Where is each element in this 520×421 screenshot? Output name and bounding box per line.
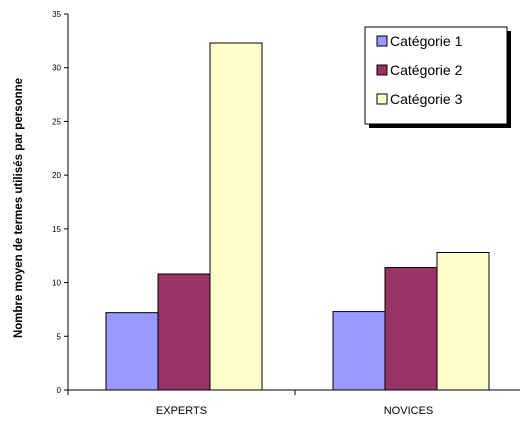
bars-layer (105, 42, 490, 391)
legend-label: Catégorie 3 (390, 91, 463, 107)
y-axis-label: Nombre moyen de termes utilisés par pers… (13, 78, 25, 338)
bar-experts-series-1 (105, 312, 159, 391)
y-axis-ticks: 0 5 10 15 20 25 30 35 (52, 10, 68, 395)
legend-swatch (376, 64, 388, 76)
x-category-label: EXPERTS (156, 405, 207, 417)
bar-experts-series-2 (157, 273, 211, 391)
bar-novices-series-2 (384, 267, 438, 391)
y-tick-label: 10 (52, 279, 61, 288)
legend-swatch (376, 35, 388, 47)
y-tick-label: 15 (52, 225, 61, 234)
y-tick-label: 25 (52, 117, 61, 126)
legend-label: Catégorie 2 (390, 62, 463, 78)
x-category-label: NOVICES (384, 405, 434, 417)
y-tick-label: 5 (57, 332, 62, 341)
bar-novices-series-1 (332, 311, 386, 391)
legend-label: Catégorie 1 (390, 33, 463, 49)
legend-swatch (376, 93, 388, 105)
bar-novices-series-3 (436, 251, 490, 391)
y-tick-label: 30 (52, 64, 61, 73)
legend: Catégorie 1 Catégorie 2 Catégorie 3 (364, 26, 511, 128)
y-tick-label: 35 (52, 10, 61, 19)
bar-experts-series-3 (209, 42, 263, 391)
y-tick-label: 0 (57, 386, 62, 395)
y-tick-label: 20 (52, 171, 61, 180)
legend-box (364, 26, 508, 125)
x-axis-ticks: EXPERTS NOVICES (67, 390, 434, 417)
